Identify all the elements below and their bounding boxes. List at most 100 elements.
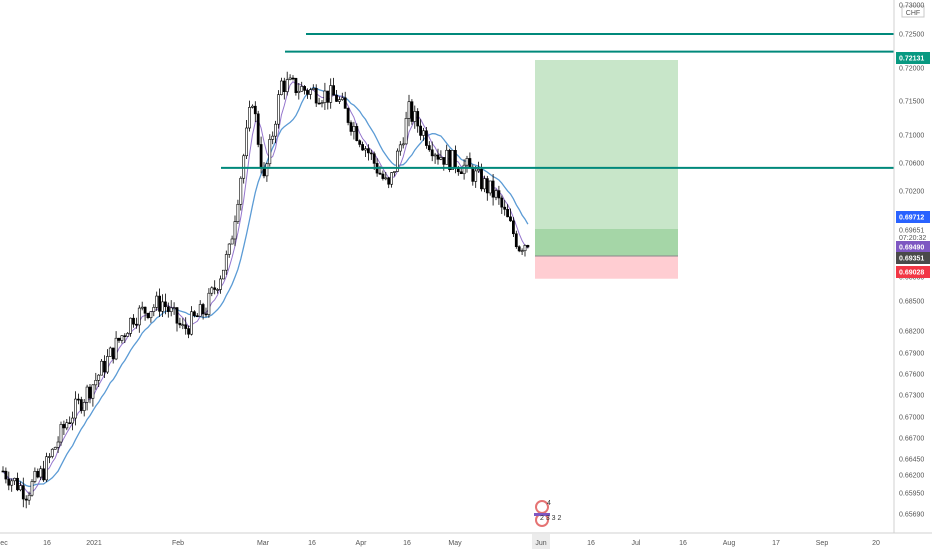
- candle[interactable]: [503, 200, 507, 216]
- candle[interactable]: [468, 152, 472, 168]
- candle[interactable]: [306, 88, 309, 99]
- candle[interactable]: [340, 92, 344, 101]
- candle[interactable]: [135, 317, 138, 329]
- candle[interactable]: [494, 188, 498, 201]
- candle[interactable]: [343, 91, 347, 109]
- candle[interactable]: [7, 471, 11, 491]
- candle[interactable]: [45, 452, 48, 482]
- candle[interactable]: [424, 126, 428, 149]
- candle[interactable]: [117, 337, 121, 343]
- candle[interactable]: [520, 248, 524, 256]
- candle[interactable]: [465, 155, 469, 173]
- candle[interactable]: [106, 349, 109, 374]
- candle[interactable]: [462, 159, 466, 180]
- candle[interactable]: [262, 162, 266, 179]
- candle[interactable]: [517, 245, 521, 253]
- candle[interactable]: [56, 436, 60, 453]
- candle[interactable]: [169, 300, 173, 317]
- candle[interactable]: [282, 77, 286, 100]
- candle[interactable]: [364, 145, 367, 157]
- candle[interactable]: [30, 479, 34, 497]
- candle[interactable]: [190, 306, 193, 336]
- candle[interactable]: [184, 317, 188, 335]
- profit-zone[interactable]: [535, 60, 678, 256]
- time-axis[interactable]: ec 16 2021 Feb Mar 16 Apr 16 May Jun 16 Jul 16 Aug 17 S…: [0, 534, 880, 549]
- candle[interactable]: [16, 472, 19, 492]
- candle[interactable]: [297, 83, 301, 100]
- candle[interactable]: [413, 105, 417, 129]
- candle[interactable]: [372, 151, 376, 170]
- candle[interactable]: [120, 335, 124, 344]
- candle[interactable]: [361, 141, 365, 151]
- candle[interactable]: [175, 306, 179, 332]
- candle[interactable]: [42, 460, 46, 482]
- candle[interactable]: [384, 171, 388, 181]
- candle[interactable]: [433, 152, 437, 164]
- candle[interactable]: [265, 162, 269, 182]
- candle[interactable]: [506, 204, 510, 218]
- candle[interactable]: [18, 481, 22, 492]
- candle[interactable]: [187, 325, 191, 339]
- candle[interactable]: [233, 215, 237, 247]
- candle[interactable]: [245, 120, 249, 159]
- candle[interactable]: [166, 302, 170, 318]
- candle[interactable]: [210, 286, 214, 297]
- candle[interactable]: [271, 131, 275, 145]
- candle[interactable]: [213, 280, 217, 295]
- long-position-tool[interactable]: [535, 60, 678, 279]
- candle[interactable]: [50, 448, 54, 459]
- candle[interactable]: [288, 74, 292, 81]
- candle[interactable]: [103, 355, 106, 378]
- candle[interactable]: [1, 466, 5, 473]
- loss-zone[interactable]: [535, 255, 678, 279]
- candle[interactable]: [497, 185, 501, 205]
- candle[interactable]: [126, 331, 130, 337]
- candle[interactable]: [300, 81, 304, 92]
- candle[interactable]: [158, 288, 162, 317]
- candle[interactable]: [77, 393, 80, 405]
- candle[interactable]: [253, 101, 257, 123]
- candle[interactable]: [94, 372, 98, 390]
- candle[interactable]: [320, 100, 324, 108]
- candle[interactable]: [294, 77, 298, 96]
- candle[interactable]: [509, 208, 512, 222]
- candle[interactable]: [178, 317, 182, 329]
- candle[interactable]: [62, 420, 66, 436]
- candle[interactable]: [474, 165, 478, 188]
- candle[interactable]: [152, 304, 156, 317]
- candle[interactable]: [268, 134, 272, 167]
- candle[interactable]: [181, 318, 185, 330]
- candle[interactable]: [216, 288, 220, 294]
- candle[interactable]: [239, 176, 243, 211]
- candle[interactable]: [439, 150, 443, 161]
- candle[interactable]: [222, 269, 225, 280]
- candle[interactable]: [329, 78, 333, 109]
- candle[interactable]: [430, 141, 434, 162]
- candle[interactable]: [335, 90, 338, 102]
- candle[interactable]: [97, 374, 101, 388]
- candle[interactable]: [488, 180, 492, 196]
- candle[interactable]: [390, 171, 394, 188]
- candle[interactable]: [100, 358, 104, 376]
- candle[interactable]: [453, 145, 457, 174]
- candle[interactable]: [123, 333, 127, 343]
- candle[interactable]: [285, 71, 289, 96]
- candle[interactable]: [74, 391, 77, 426]
- candle[interactable]: [172, 302, 176, 315]
- plot-area[interactable]: 4 2 3 3 2: [1, 33, 894, 527]
- candle[interactable]: [236, 199, 240, 224]
- candle[interactable]: [149, 311, 153, 323]
- candle[interactable]: [404, 111, 408, 145]
- candle[interactable]: [303, 85, 307, 95]
- candle[interactable]: [68, 416, 72, 425]
- price-axis[interactable]: CHF 0.73000 0.72500 0.72000 0.71500 0.71000 0…: [896, 3, 930, 519]
- candle[interactable]: [291, 75, 295, 81]
- candle[interactable]: [332, 77, 336, 96]
- candle[interactable]: [204, 307, 208, 318]
- candle[interactable]: [53, 446, 57, 450]
- candle[interactable]: [358, 139, 362, 148]
- candle[interactable]: [21, 477, 25, 508]
- candle[interactable]: [485, 175, 489, 201]
- candle[interactable]: [65, 418, 69, 431]
- candle[interactable]: [416, 108, 420, 133]
